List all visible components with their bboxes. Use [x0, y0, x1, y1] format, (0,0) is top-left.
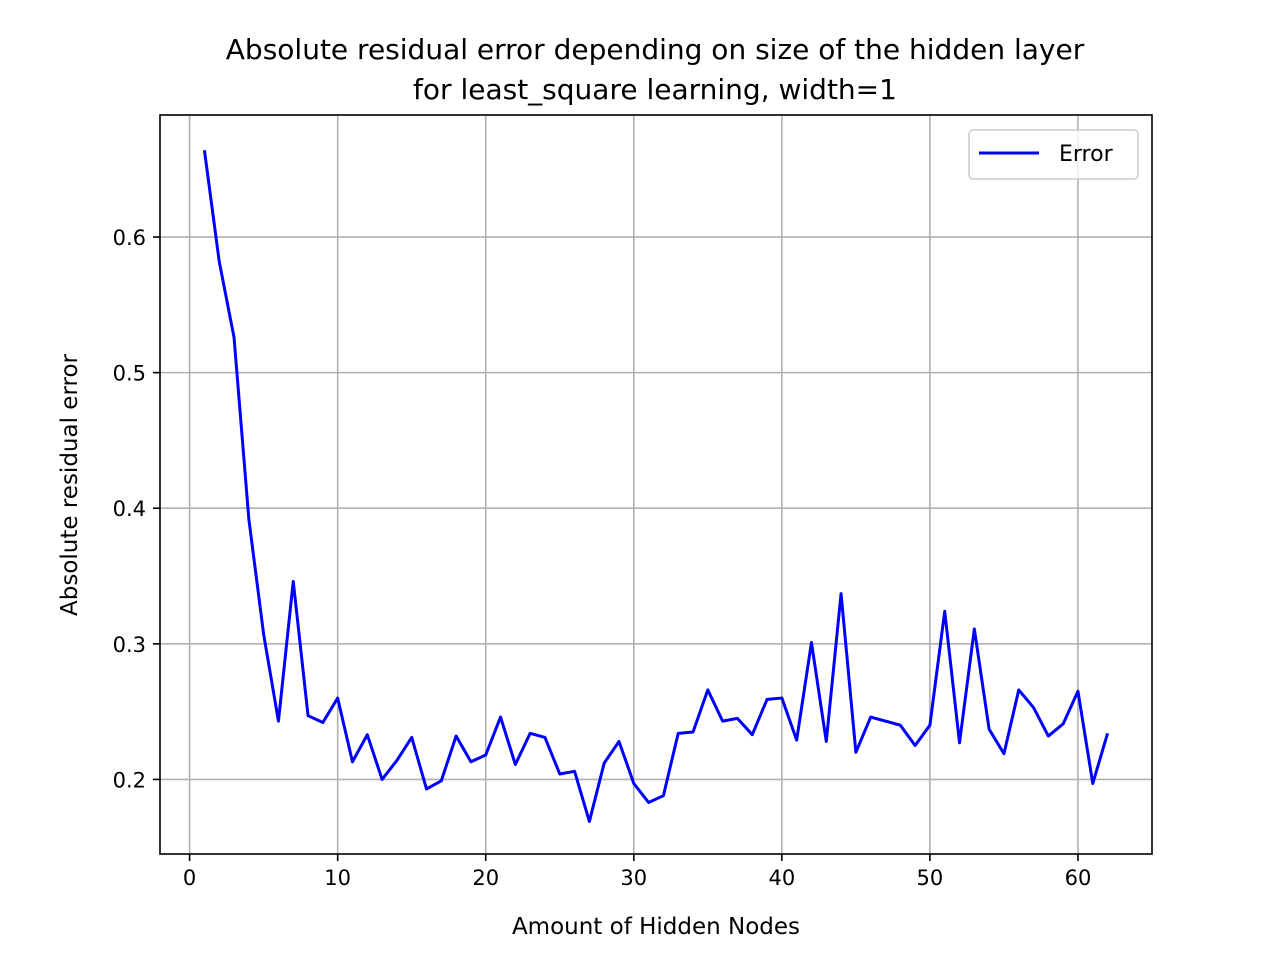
- data-point: [958, 741, 961, 744]
- data-point: [558, 773, 561, 776]
- data-point: [543, 736, 546, 739]
- legend-label: Error: [1059, 142, 1114, 167]
- y-tick-label: 0.4: [113, 497, 146, 521]
- data-point: [706, 688, 709, 691]
- legend-box: [968, 129, 1139, 180]
- series-layer: [202, 149, 1110, 823]
- data-point: [884, 720, 887, 723]
- data-point: [395, 759, 398, 762]
- data-point: [307, 714, 310, 717]
- data-point: [410, 736, 413, 739]
- data-point: [1002, 752, 1005, 755]
- data-point: [469, 760, 472, 763]
- chart-title: Absolute residual error depending on siz…: [226, 33, 1085, 66]
- data-point: [277, 720, 280, 723]
- data-point: [647, 801, 650, 804]
- data-point: [751, 733, 754, 736]
- x-tick-label: 10: [324, 866, 351, 890]
- data-point: [1106, 732, 1109, 735]
- data-point: [603, 762, 606, 765]
- data-point: [1091, 782, 1094, 785]
- data-point: [973, 627, 976, 630]
- data-point: [425, 787, 428, 790]
- data-point: [514, 763, 517, 766]
- data-point: [617, 740, 620, 743]
- axis-ticks: 0 10 20 30 40 50 60 0.2 0.3 0.4 0.5 0.6: [113, 226, 1092, 890]
- y-axis-label: Absolute residual error: [57, 353, 83, 616]
- plot-area-frame: [159, 114, 1153, 855]
- data-point: [632, 782, 635, 785]
- x-axis-label: Amount of Hidden Nodes: [512, 914, 800, 940]
- data-point: [529, 732, 532, 735]
- data-point: [247, 518, 250, 521]
- series-line-error: [202, 150, 1110, 823]
- data-point: [736, 717, 739, 720]
- data-point: [1076, 690, 1079, 693]
- data-point: [721, 720, 724, 723]
- data-point: [292, 580, 295, 583]
- data-point: [440, 779, 443, 782]
- x-tick-label: 40: [768, 866, 795, 890]
- y-tick-label: 0.6: [113, 226, 146, 250]
- legend: Error: [968, 129, 1139, 180]
- grid-lines: [160, 115, 1152, 854]
- x-tick-label: 0: [183, 866, 196, 890]
- data-point: [1047, 735, 1050, 738]
- data-point: [484, 754, 487, 757]
- x-tick-label: 50: [917, 866, 944, 890]
- y-tick-label: 0.2: [113, 768, 146, 792]
- data-point: [321, 721, 324, 724]
- data-point: [780, 697, 783, 700]
- data-point: [233, 336, 236, 339]
- data-point: [262, 633, 265, 636]
- x-tick-label: 20: [472, 866, 499, 890]
- data-point: [573, 770, 576, 773]
- data-point: [914, 744, 917, 747]
- data-point: [928, 724, 931, 727]
- data-point: [218, 260, 221, 263]
- chart-subtitle: for least_square learning, width=1: [413, 73, 897, 106]
- data-point: [499, 716, 502, 719]
- data-point: [351, 760, 354, 763]
- data-point: [854, 751, 857, 754]
- data-point: [869, 716, 872, 719]
- data-point: [336, 697, 339, 700]
- data-point: [1017, 688, 1020, 691]
- data-point: [203, 149, 206, 152]
- data-point: [692, 730, 695, 733]
- data-point: [588, 820, 591, 823]
- y-tick-label: 0.5: [113, 362, 146, 386]
- data-point: [943, 610, 946, 613]
- data-point: [662, 794, 665, 797]
- data-point: [677, 732, 680, 735]
- x-tick-label: 30: [620, 866, 647, 890]
- data-point: [825, 740, 828, 743]
- data-point: [455, 735, 458, 738]
- data-point: [381, 778, 384, 781]
- data-point: [366, 733, 369, 736]
- data-point: [899, 724, 902, 727]
- data-point: [1062, 722, 1065, 725]
- x-tick-label: 60: [1065, 866, 1092, 890]
- data-point: [795, 739, 798, 742]
- data-point: [1032, 706, 1035, 709]
- data-point: [810, 641, 813, 644]
- y-tick-label: 0.3: [113, 633, 146, 657]
- data-point: [766, 698, 769, 701]
- data-point: [840, 592, 843, 595]
- data-point: [988, 728, 991, 731]
